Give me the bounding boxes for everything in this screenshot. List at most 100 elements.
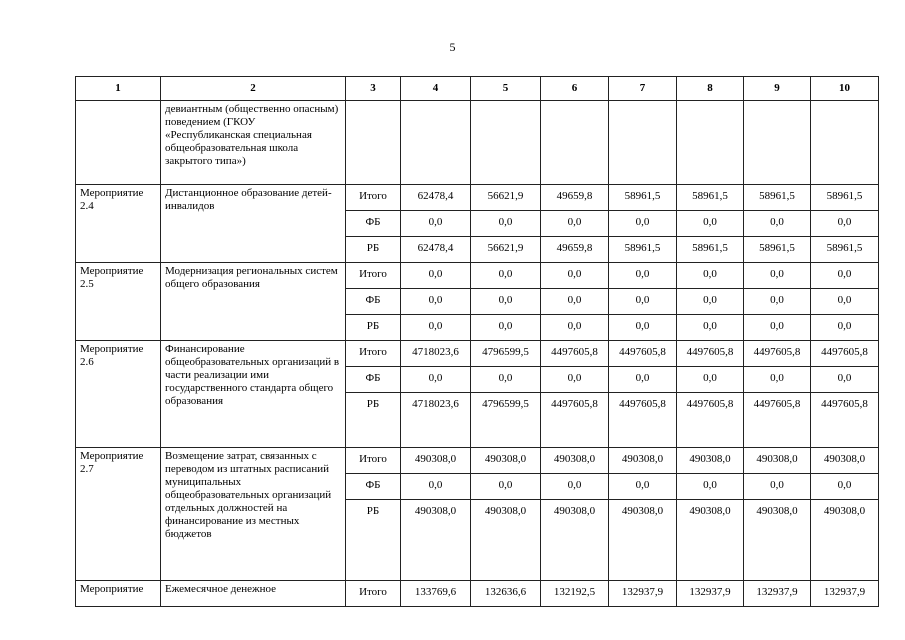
value-cell: 0,0 [608, 288, 677, 315]
value-cell: 490308,0 [470, 499, 541, 581]
funding-source: Итого [345, 447, 401, 474]
funding-source: ФБ [345, 288, 401, 315]
value-cell: 132937,9 [743, 580, 811, 607]
header-row: 1 2 3 4 5 6 7 8 9 10 [75, 76, 879, 101]
value-cell: 490308,0 [676, 499, 744, 581]
value-cell: 0,0 [676, 210, 744, 237]
value-cell: 4718023,6 [400, 340, 471, 367]
value-cell: 0,0 [608, 366, 677, 393]
value-cell: 0,0 [743, 366, 811, 393]
value-cell: 4497605,8 [810, 340, 879, 367]
activity-label: Мероприятие 2.6 [75, 340, 161, 448]
value-cell: 49659,8 [540, 236, 609, 263]
value-cell: 0,0 [743, 314, 811, 341]
value-cell: 490308,0 [540, 447, 609, 474]
value-cell: 0,0 [810, 366, 879, 393]
value-cell: 0,0 [400, 210, 471, 237]
value-cell: 0,0 [676, 262, 744, 289]
value-cell: 0,0 [540, 262, 609, 289]
value-cell: 0,0 [743, 473, 811, 500]
value-cell: 133769,6 [400, 580, 471, 607]
funding-source: РБ [345, 314, 401, 341]
value-cell: 0,0 [608, 314, 677, 341]
value-cell: 0,0 [810, 262, 879, 289]
value-cell: 0,0 [810, 473, 879, 500]
value-cell: 0,0 [810, 314, 879, 341]
table-row: РБ 0,0 0,0 0,0 0,0 0,0 0,0 0,0 [76, 314, 879, 341]
value-cell: 0,0 [470, 210, 541, 237]
table-row: РБ 4718023,6 4796599,5 4497605,8 4497605,8 44… [76, 392, 879, 448]
value-cell: 132937,9 [810, 580, 879, 607]
value-cell: 4497605,8 [676, 392, 744, 448]
funding-source: Итого [345, 262, 401, 289]
value-cell: 0,0 [743, 288, 811, 315]
value-cell: 490308,0 [470, 447, 541, 474]
value-cell: 58961,5 [608, 236, 677, 263]
value-cell: 58961,5 [810, 184, 879, 211]
value-cell: 0,0 [540, 473, 609, 500]
activity-label: Мероприятие 2.5 [75, 262, 161, 341]
value-cell: 0,0 [400, 262, 471, 289]
column-header: 10 [810, 76, 879, 101]
activity-name: Возмещение затрат, связанных с переводом… [160, 447, 346, 581]
column-header: 1 [75, 76, 161, 101]
value-cell: 0,0 [540, 314, 609, 341]
value-cell: 4497605,8 [608, 340, 677, 367]
value-cell: 490308,0 [608, 447, 677, 474]
value-cell: 0,0 [676, 314, 744, 341]
value-cell: 490308,0 [810, 447, 879, 474]
value-cell: 4497605,8 [540, 392, 609, 448]
value-cell: 58961,5 [608, 184, 677, 211]
activity-name: Ежемесячное денежное [160, 580, 346, 607]
value-cell: 58961,5 [676, 184, 744, 211]
value-cell: 490308,0 [743, 499, 811, 581]
value-cell: 132636,6 [470, 580, 541, 607]
table-row: Мероприятие 2.5 Модернизация региональных… [75, 262, 879, 341]
column-header: 8 [676, 76, 744, 101]
column-header: 3 [345, 76, 401, 101]
table-row: РБ 62478,4 56621,9 49659,8 58961,5 58961,5 589… [76, 236, 879, 263]
column-header: 7 [608, 76, 677, 101]
column-header: 9 [743, 76, 811, 101]
value-cell: 0,0 [400, 473, 471, 500]
column-header: 5 [470, 76, 541, 101]
funding-source: ФБ [345, 366, 401, 393]
activity-name: Дистанционное образование детей-инвалидо… [160, 184, 346, 263]
funding-source: Итого [345, 184, 401, 211]
value-cell: 490308,0 [810, 499, 879, 581]
value-cell: 58961,5 [676, 236, 744, 263]
activity-label: Мероприятие 2.7 [75, 447, 161, 581]
value-cell: 0,0 [676, 473, 744, 500]
table-row: Мероприятие 2.4 Дистанционное образование… [75, 184, 879, 263]
funding-source: Итого [345, 580, 401, 607]
value-cell: 4497605,8 [743, 392, 811, 448]
value-cell: 0,0 [470, 366, 541, 393]
table-row: девиантным (общественно опасным) поведен… [75, 100, 879, 185]
value-cell: 49659,8 [540, 184, 609, 211]
table-row: ФБ 0,0 0,0 0,0 0,0 0,0 0,0 0,0 [76, 210, 879, 237]
value-cell: 0,0 [470, 314, 541, 341]
table-row: Мероприятие 2.6 Финансирование общеобразо… [75, 340, 879, 448]
table-row: ФБ 0,0 0,0 0,0 0,0 0,0 0,0 0,0 [76, 473, 879, 500]
value-cell: 490308,0 [676, 447, 744, 474]
value-cell: 56621,9 [470, 236, 541, 263]
value-cell: 0,0 [400, 314, 471, 341]
value-cell: 4497605,8 [810, 392, 879, 448]
value-cell: 490308,0 [608, 499, 677, 581]
continuation-text: девиантным (общественно опасным) поведен… [160, 100, 346, 185]
funding-source: РБ [345, 392, 401, 448]
column-header: 6 [540, 76, 609, 101]
value-cell: 490308,0 [400, 447, 471, 474]
value-cell: 58961,5 [810, 236, 879, 263]
value-cell: 0,0 [810, 210, 879, 237]
value-cell: 62478,4 [400, 236, 471, 263]
value-cell: 4497605,8 [743, 340, 811, 367]
activity-name: Финансирование общеобразовательных орган… [160, 340, 346, 448]
value-cell: 4796599,5 [470, 392, 541, 448]
value-cell: 4497605,8 [676, 340, 744, 367]
table-row: Мероприятие Ежемесячное денежное Итого 1337… [75, 580, 879, 607]
value-cell: 0,0 [400, 288, 471, 315]
value-cell: 0,0 [810, 288, 879, 315]
value-cell: 0,0 [608, 210, 677, 237]
funding-source: Итого [345, 340, 401, 367]
